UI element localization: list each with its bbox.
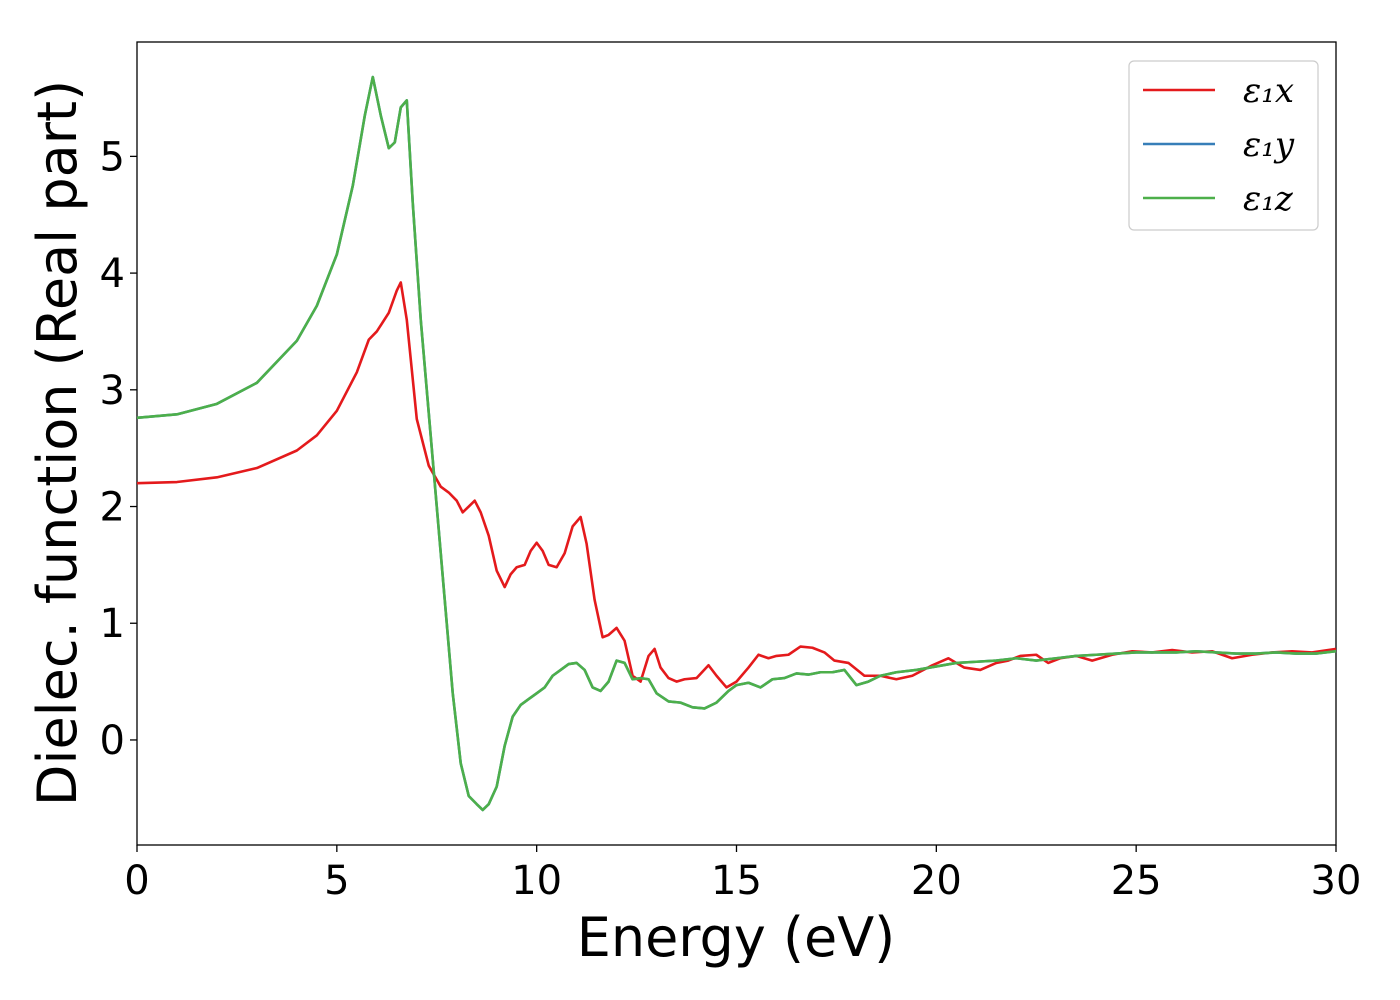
legend-label: ε₁y — [1243, 125, 1295, 165]
y-tick-label: 0 — [100, 718, 125, 764]
x-tick-label: 15 — [711, 858, 762, 904]
legend-label: ε₁x — [1243, 71, 1294, 111]
series-line-2 — [136, 75, 1337, 812]
x-tick-label: 10 — [511, 858, 562, 904]
y-axis-title: Dielec. function (Real part) — [26, 80, 89, 806]
x-axis: 0 5 10 15 20 25 30 — [124, 845, 1361, 904]
x-tick-label: 25 — [1111, 858, 1162, 904]
y-tick-label: 2 — [100, 485, 125, 531]
y-tick-label: 1 — [100, 601, 125, 647]
x-tick-label: 0 — [124, 858, 149, 904]
x-axis-title: Energy (eV) — [577, 906, 896, 969]
y-tick-label: 4 — [100, 251, 125, 297]
x-tick-label: 5 — [324, 858, 349, 904]
x-tick-label: 20 — [911, 858, 962, 904]
y-tick-label: 5 — [100, 134, 125, 180]
legend-items: ε₁x ε₁y ε₁z — [1143, 71, 1295, 219]
y-axis: 0 1 2 3 4 5 — [100, 134, 137, 764]
legend-box — [1128, 60, 1319, 231]
y-tick-label: 3 — [100, 368, 125, 414]
legend: ε₁x ε₁y ε₁z — [1128, 60, 1319, 231]
legend-label: ε₁z — [1243, 179, 1294, 219]
x-tick-label: 30 — [1311, 858, 1362, 904]
series-layer — [136, 75, 1337, 812]
